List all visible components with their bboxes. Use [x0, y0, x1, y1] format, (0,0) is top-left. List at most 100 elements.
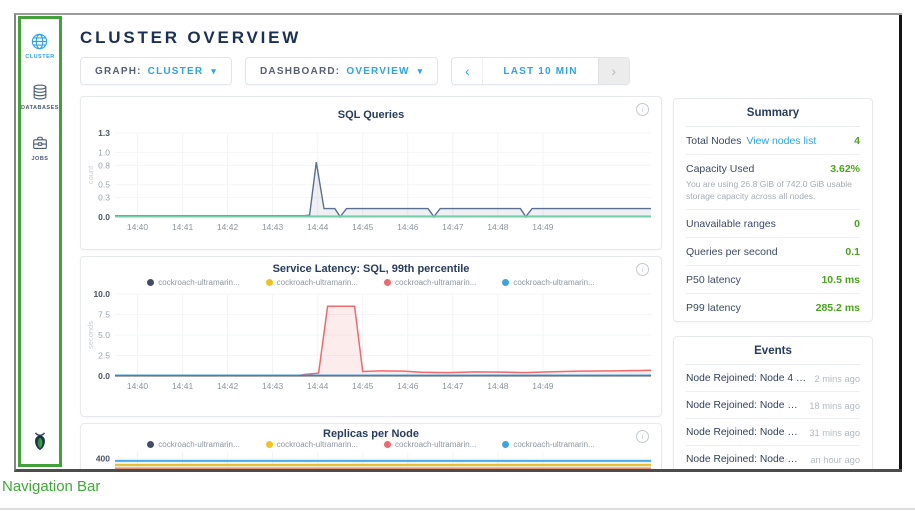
- event-row[interactable]: Node Rejoined: Node 4 rej... 2 mins ago: [686, 365, 860, 392]
- event-time: 18 mins ago: [809, 401, 860, 411]
- event-time: 31 mins ago: [809, 428, 860, 438]
- legend-item[interactable]: cockroach-ultramarin...: [384, 440, 476, 449]
- svg-text:0.0: 0.0: [98, 212, 110, 222]
- svg-text:1.3: 1.3: [98, 129, 110, 138]
- legend-item[interactable]: cockroach-ultramarin...: [384, 278, 476, 287]
- events-panel: Events Node Rejoined: Node 4 rej... 2 min…: [673, 336, 873, 472]
- svg-text:14:41: 14:41: [172, 222, 194, 232]
- event-row[interactable]: Node Rejoined: Node 1 rej... an hour ago: [686, 446, 860, 472]
- summary-row: Total Nodes View nodes list 4: [686, 127, 860, 155]
- annotation-caption: Navigation Bar: [2, 478, 100, 495]
- legend-label: cockroach-ultramarin...: [513, 440, 594, 449]
- chart-plot[interactable]: 0.02.55.07.510.014:4014:4114:4214:4314:4…: [85, 290, 657, 399]
- event-row[interactable]: Node Rejoined: Node 2 rej... 31 mins ago: [686, 419, 860, 446]
- legend-dot-icon: [147, 279, 154, 286]
- divider: [0, 508, 915, 510]
- svg-text:14:42: 14:42: [217, 381, 239, 391]
- event-text: Node Rejoined: Node 3 rej...: [686, 400, 801, 411]
- svg-text:14:48: 14:48: [487, 381, 509, 391]
- svg-text:14:47: 14:47: [442, 222, 464, 232]
- summary-row: Capacity Used3.62%You are using 26.8 GiB…: [686, 155, 860, 210]
- page-title: CLUSTER OVERVIEW: [80, 28, 662, 48]
- svg-text:14:46: 14:46: [397, 222, 419, 232]
- summary-row-value: 285.2 ms: [816, 302, 860, 314]
- graph-dropdown-value: CLUSTER: [148, 66, 204, 77]
- chevron-down-icon: ▾: [211, 66, 217, 77]
- svg-text:14:44: 14:44: [307, 222, 329, 232]
- summary-row-label: Unavailable ranges: [686, 218, 776, 230]
- toolbar: GRAPH: CLUSTER ▾ DASHBOARD: OVERVIEW ▾ ‹…: [80, 57, 662, 85]
- right-column: Summary Total NodesView nodes list4Capac…: [673, 98, 873, 472]
- svg-text:14:49: 14:49: [532, 222, 554, 232]
- event-time: 2 mins ago: [815, 374, 860, 384]
- main-content: CLUSTER OVERVIEW GRAPH: CLUSTER ▾ DASHBO…: [80, 15, 662, 472]
- sidebar-item-databases[interactable]: DATABASES: [21, 82, 59, 111]
- time-range-label: LAST 10 MIN: [483, 58, 597, 84]
- dashboard-dropdown-label: DASHBOARD:: [260, 66, 340, 77]
- summary-row-value: 10.5 ms: [821, 274, 860, 286]
- summary-row-description: You are using 26.8 GiB of 742.0 GiB usab…: [686, 178, 860, 202]
- legend-item[interactable]: cockroach-ultramarin...: [502, 440, 594, 449]
- svg-text:7.5: 7.5: [98, 310, 110, 320]
- legend-label: cockroach-ultramarin...: [395, 278, 476, 287]
- events-title: Events: [686, 337, 860, 365]
- summary-row-value: 0.1: [845, 246, 860, 258]
- svg-text:5.0: 5.0: [98, 330, 110, 340]
- svg-text:count: count: [86, 165, 95, 184]
- svg-text:14:45: 14:45: [352, 222, 374, 232]
- svg-text:400: 400: [96, 454, 110, 464]
- jobs-icon: [31, 133, 49, 153]
- legend-dot-icon: [266, 279, 273, 286]
- info-icon[interactable]: i: [636, 103, 649, 116]
- legend-item[interactable]: cockroach-ultramarin...: [147, 440, 239, 449]
- legend-item[interactable]: cockroach-ultramarin...: [266, 278, 358, 287]
- summary-panel: Summary Total NodesView nodes list4Capac…: [673, 98, 873, 322]
- svg-text:14:43: 14:43: [262, 381, 284, 391]
- svg-text:14:42: 14:42: [217, 222, 239, 232]
- dashboard-dropdown[interactable]: DASHBOARD: OVERVIEW ▾: [245, 57, 438, 85]
- summary-row-label: Total Nodes: [686, 135, 741, 147]
- event-text: Node Rejoined: Node 4 rej...: [686, 373, 807, 384]
- chart-plot[interactable]: 40014:4014:4114:4214:4314:4414:4514:4614…: [85, 451, 657, 472]
- legend-item[interactable]: cockroach-ultramarin...: [502, 278, 594, 287]
- time-next-button[interactable]: ›: [598, 58, 629, 84]
- summary-row-value: 4: [854, 135, 860, 147]
- legend-item[interactable]: cockroach-ultramarin...: [147, 278, 239, 287]
- chart-title: Replicas per Node: [323, 428, 419, 440]
- graph-dropdown-label: GRAPH:: [95, 66, 142, 77]
- app-window: CLUSTER DATABASES JOBS CLUSTER OVERVIEW GR…: [14, 13, 902, 472]
- svg-text:14:40: 14:40: [127, 222, 149, 232]
- legend-label: cockroach-ultramarin...: [513, 278, 594, 287]
- event-text: Node Rejoined: Node 1 rej...: [686, 454, 802, 465]
- summary-row: Queries per second0.1: [686, 238, 860, 266]
- sidebar-item-jobs[interactable]: JOBS: [31, 133, 49, 162]
- event-row[interactable]: Node Rejoined: Node 3 rej... 18 mins ago: [686, 392, 860, 419]
- event-text: Node Rejoined: Node 2 rej...: [686, 427, 801, 438]
- legend-label: cockroach-ultramarin...: [277, 278, 358, 287]
- chart-service-latency: Service Latency: SQL, 99th percentile i …: [80, 256, 662, 417]
- time-prev-button[interactable]: ‹: [452, 58, 483, 84]
- legend-dot-icon: [502, 279, 509, 286]
- scrollbar[interactable]: [899, 15, 902, 469]
- svg-text:seconds: seconds: [86, 321, 95, 349]
- graph-dropdown[interactable]: GRAPH: CLUSTER ▾: [80, 57, 232, 85]
- sidebar-item-label: CLUSTER: [25, 54, 54, 60]
- info-icon[interactable]: i: [636, 263, 649, 276]
- sidebar-item-cluster[interactable]: CLUSTER: [25, 31, 54, 60]
- cockroachdb-logo[interactable]: [29, 430, 51, 457]
- summary-row: P50 latency10.5 ms: [686, 266, 860, 294]
- svg-text:0.8: 0.8: [98, 160, 110, 170]
- sidebar-item-label: JOBS: [32, 156, 49, 162]
- legend-item[interactable]: cockroach-ultramarin...: [266, 440, 358, 449]
- view-nodes-list-link[interactable]: View nodes list: [746, 135, 816, 147]
- chart-plot[interactable]: 0.00.30.50.81.01.314:4014:4114:4214:4314…: [85, 129, 657, 240]
- svg-text:0.5: 0.5: [98, 180, 110, 190]
- svg-text:1.0: 1.0: [98, 147, 110, 157]
- info-icon[interactable]: i: [636, 430, 649, 443]
- svg-text:14:48: 14:48: [487, 222, 509, 232]
- event-time: an hour ago: [810, 455, 860, 465]
- legend-label: cockroach-ultramarin...: [395, 440, 476, 449]
- chart-legend: cockroach-ultramarin... cockroach-ultrama…: [85, 439, 657, 450]
- summary-row: P99 latency285.2 ms: [686, 294, 860, 321]
- legend-dot-icon: [147, 441, 154, 448]
